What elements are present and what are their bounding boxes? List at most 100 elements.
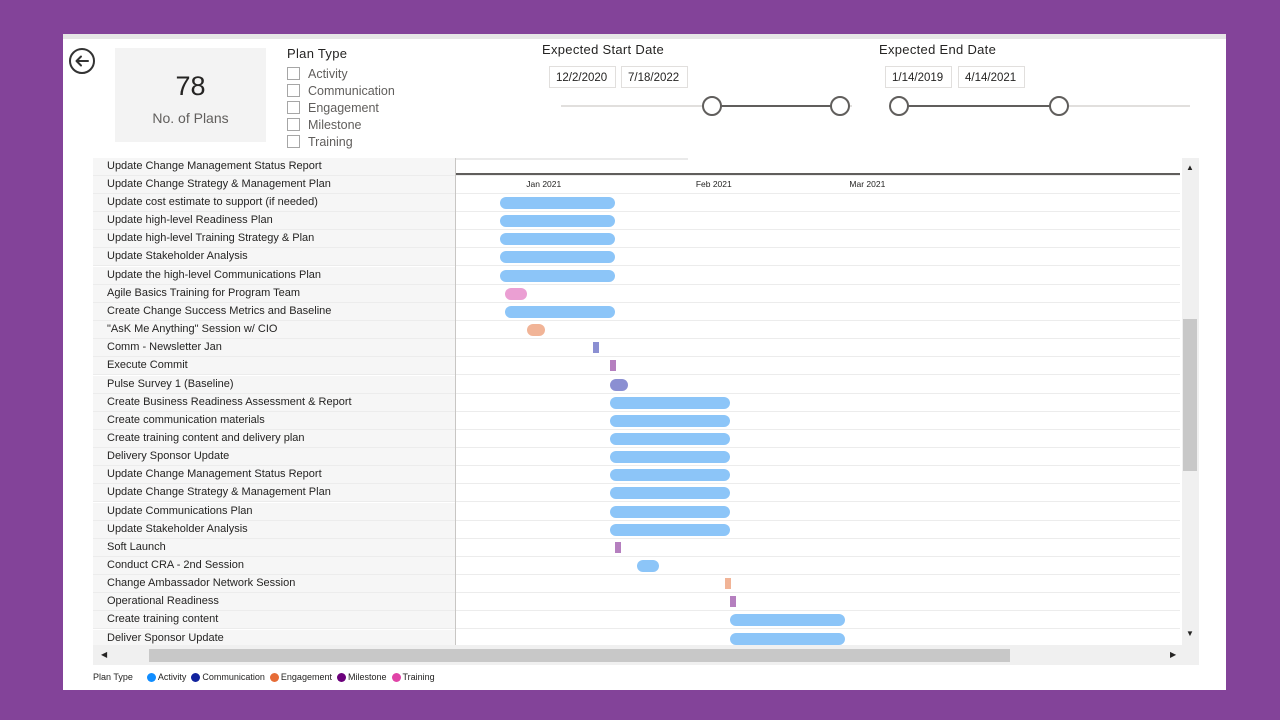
- row-label-background: [93, 357, 455, 375]
- checkbox-icon[interactable]: [287, 101, 300, 114]
- back-arrow-icon[interactable]: [69, 48, 95, 74]
- start-date-slider-handle-to[interactable]: [830, 96, 850, 116]
- gantt-bar-engagement[interactable]: [724, 578, 731, 590]
- gantt-row[interactable]: Create Change Success Metrics and Baseli…: [93, 302, 1180, 321]
- plan-type-option-milestone[interactable]: Milestone: [287, 116, 362, 133]
- gantt-row[interactable]: Create training content and delivery pla…: [93, 429, 1180, 448]
- gantt-row[interactable]: Agile Basics Training for Program Team: [93, 284, 1180, 303]
- legend-dot-icon: [336, 672, 346, 682]
- task-name: "AsK Me Anything" Session w/ CIO: [107, 323, 278, 336]
- gantt-row[interactable]: Soft Launch: [93, 538, 1180, 557]
- gantt-bar-activity[interactable]: [499, 251, 616, 264]
- gantt-bar-milestone[interactable]: [730, 596, 737, 608]
- checkbox-icon[interactable]: [287, 135, 300, 148]
- gantt-bar-engagement[interactable]: [527, 324, 546, 337]
- legend-label: Training: [402, 672, 435, 682]
- gantt-bar-activity[interactable]: [499, 197, 616, 209]
- row-label-background: [93, 321, 455, 339]
- gantt-chart: Update Change Management Status Report Up…: [93, 158, 1180, 645]
- gantt-row[interactable]: Update Stakeholder Analysis: [93, 520, 1180, 539]
- x-axis-line: [456, 173, 1180, 175]
- gantt-bar-activity[interactable]: [609, 505, 731, 518]
- gantt-bar-communication[interactable]: [609, 378, 628, 391]
- plan-type-option-activity[interactable]: Activity: [287, 65, 348, 82]
- gantt-row[interactable]: "AsK Me Anything" Session w/ CIO: [93, 321, 1180, 340]
- gantt-row[interactable]: Update high-level Readiness Plan: [93, 212, 1180, 231]
- gantt-row[interactable]: Update Change Management Status Report: [93, 466, 1180, 485]
- chart-legend: Plan Type Activity Communication Engagem…: [93, 671, 440, 683]
- report-canvas: 78 No. of Plans Plan Type Activity Commu…: [63, 34, 1226, 690]
- gantt-bar-milestone[interactable]: [609, 360, 616, 372]
- start-date-from-input[interactable]: 12/2/2020: [549, 66, 616, 88]
- gantt-row[interactable]: Comm - Newsletter Jan: [93, 339, 1180, 358]
- gantt-bar-activity[interactable]: [637, 560, 659, 572]
- scroll-up-icon[interactable]: ▲: [1186, 163, 1194, 172]
- task-name: Update Change Strategy & Management Plan: [107, 486, 331, 499]
- gantt-row[interactable]: Update Stakeholder Analysis: [93, 248, 1180, 267]
- vertical-scroll-thumb[interactable]: [1183, 319, 1197, 471]
- legend-item-communication: Communication: [191, 672, 265, 682]
- gantt-row[interactable]: Update Communications Plan: [93, 502, 1180, 521]
- gantt-bar-communication[interactable]: [593, 342, 600, 354]
- gantt-row[interactable]: Create training content: [93, 611, 1180, 630]
- task-name: Update Stakeholder Analysis: [107, 522, 248, 535]
- task-name: Create Change Success Metrics and Baseli…: [107, 304, 332, 317]
- gantt-row[interactable]: Change Ambassador Network Session: [93, 575, 1180, 594]
- gantt-bar-activity[interactable]: [609, 432, 731, 445]
- gantt-row[interactable]: Execute Commit: [93, 357, 1180, 376]
- plan-type-option-engagement[interactable]: Engagement: [287, 99, 379, 116]
- end-date-slider-handle-from[interactable]: [889, 96, 909, 116]
- gantt-bar-activity[interactable]: [499, 233, 616, 246]
- gantt-row[interactable]: Update Change Management Status Report: [93, 158, 1180, 176]
- gantt-row[interactable]: Update high-level Training Strategy & Pl…: [93, 230, 1180, 249]
- horizontal-scroll-thumb[interactable]: [149, 649, 1010, 662]
- gantt-bar-activity[interactable]: [499, 269, 616, 282]
- gantt-bar-activity[interactable]: [730, 632, 846, 645]
- end-date-from-input[interactable]: 1/14/2019: [885, 66, 952, 88]
- gantt-row[interactable]: Pulse Survey 1 (Baseline): [93, 375, 1180, 394]
- scroll-left-icon[interactable]: ◀: [101, 650, 108, 659]
- gantt-row[interactable]: Create Business Readiness Assessment & R…: [93, 393, 1180, 412]
- gantt-row[interactable]: Update Change Strategy & Management Plan: [93, 484, 1180, 503]
- gantt-row[interactable]: Create communication materials: [93, 411, 1180, 430]
- gantt-row[interactable]: Update Change Strategy & Management Plan: [93, 176, 1180, 194]
- vertical-scrollbar[interactable]: ▲ ▼: [1182, 158, 1199, 645]
- checkbox-icon[interactable]: [287, 118, 300, 131]
- row-label-background: [93, 557, 455, 574]
- gantt-bar-milestone[interactable]: [615, 541, 622, 553]
- gantt-row[interactable]: Deliver Sponsor Update: [93, 629, 1180, 645]
- gantt-bar-activity[interactable]: [609, 487, 731, 500]
- start-date-to-input[interactable]: 7/18/2022: [621, 66, 688, 88]
- gantt-bar-activity[interactable]: [609, 451, 731, 464]
- start-date-slider-handle-from[interactable]: [702, 96, 722, 116]
- gantt-row[interactable]: Conduct CRA - 2nd Session: [93, 557, 1180, 575]
- plan-type-option-training[interactable]: Training: [287, 133, 353, 150]
- scroll-right-icon[interactable]: ▶: [1170, 650, 1177, 659]
- scroll-down-icon[interactable]: ▼: [1186, 629, 1194, 638]
- end-date-slider-handle-to[interactable]: [1049, 96, 1069, 116]
- row-label-background: [93, 484, 455, 502]
- horizontal-scrollbar[interactable]: ◀ ▶: [93, 645, 1199, 665]
- gantt-row[interactable]: Operational Readiness: [93, 593, 1180, 612]
- end-date-slider-range: [900, 105, 1060, 107]
- end-date-to-input[interactable]: 4/14/2021: [958, 66, 1025, 88]
- gantt-bar-activity[interactable]: [730, 614, 846, 627]
- gantt-bar-activity[interactable]: [609, 396, 731, 409]
- row-label-background: [93, 393, 455, 411]
- plan-type-option-communication[interactable]: Communication: [287, 82, 395, 99]
- gantt-bar-activity[interactable]: [609, 414, 731, 427]
- gantt-bar-activity[interactable]: [609, 469, 731, 482]
- gantt-row[interactable]: Update the high-level Communications Pla…: [93, 266, 1180, 285]
- gantt-row[interactable]: Delivery Sponsor Update: [93, 448, 1180, 467]
- option-label: Communication: [308, 83, 395, 98]
- task-name: Create training content: [107, 613, 219, 626]
- checkbox-icon[interactable]: [287, 67, 300, 80]
- gantt-bar-activity[interactable]: [505, 305, 616, 318]
- gantt-bar-activity[interactable]: [609, 523, 731, 536]
- gantt-bar-training[interactable]: [505, 287, 528, 300]
- task-name: Update Change Strategy & Management Plan: [107, 178, 331, 190]
- kpi-card: 78 No. of Plans: [115, 48, 266, 142]
- gantt-bar-activity[interactable]: [499, 215, 616, 228]
- gantt-row[interactable]: Update cost estimate to support (if need…: [93, 194, 1180, 212]
- checkbox-icon[interactable]: [287, 84, 300, 97]
